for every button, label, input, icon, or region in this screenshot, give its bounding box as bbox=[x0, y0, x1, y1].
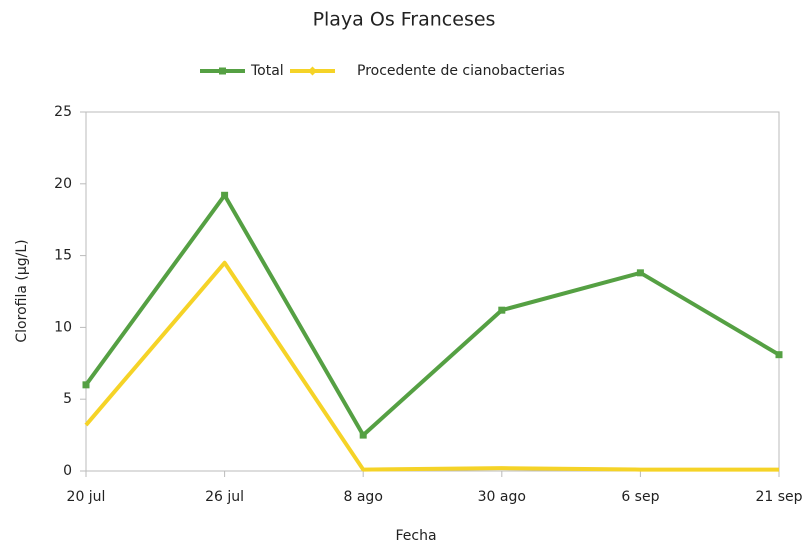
y-tick-label: 20 bbox=[54, 176, 72, 192]
x-tick-label: 20 jul bbox=[67, 489, 106, 505]
x-tick-label: 26 jul bbox=[205, 489, 244, 505]
marker bbox=[636, 269, 644, 277]
marker bbox=[359, 431, 367, 439]
chart-title: Playa Os Franceses bbox=[313, 9, 496, 31]
legend-label: Procedente de cianobacterias bbox=[357, 63, 565, 79]
marker bbox=[221, 191, 229, 199]
x-tick-label: 8 ago bbox=[344, 489, 383, 505]
plot-frame bbox=[85, 111, 780, 472]
y-tick-label: 5 bbox=[63, 391, 72, 407]
series-line bbox=[84, 193, 781, 438]
x-tick-label: 6 sep bbox=[621, 489, 659, 505]
y-tick-label: 15 bbox=[54, 248, 72, 264]
legend-label: Total bbox=[250, 63, 284, 79]
marker bbox=[82, 381, 90, 389]
marker bbox=[775, 351, 783, 359]
x-tick-label: 21 sep bbox=[755, 489, 802, 505]
y-tick-label: 25 bbox=[54, 104, 72, 120]
x-axis-label: Fecha bbox=[395, 528, 436, 544]
series-line bbox=[84, 260, 779, 472]
y-axis-label: Clorofila (µg/L) bbox=[14, 239, 30, 342]
x-tick-label: 30 ago bbox=[478, 489, 526, 505]
y-tick-label: 0 bbox=[63, 463, 72, 479]
marker bbox=[219, 67, 226, 75]
marker bbox=[498, 306, 506, 314]
marker bbox=[308, 66, 317, 76]
y-tick-label: 10 bbox=[54, 319, 72, 335]
